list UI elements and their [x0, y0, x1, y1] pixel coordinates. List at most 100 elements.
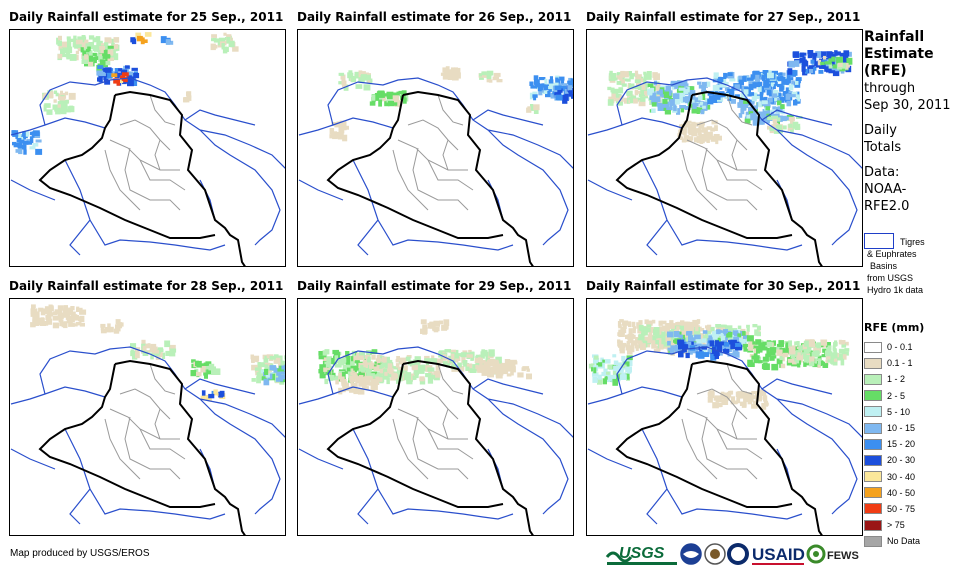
rain-cell: [715, 342, 722, 347]
map-credit: Map produced by USGS/EROS: [10, 548, 150, 559]
rain-cell: [685, 326, 691, 334]
rain-cell: [342, 134, 348, 142]
rain-cell: [838, 348, 846, 354]
rain-cell: [812, 55, 817, 62]
rain-cell: [794, 79, 799, 85]
rain-cell: [411, 363, 418, 370]
rain-cell: [829, 357, 834, 364]
rain-cell: [422, 324, 427, 330]
rain-cell: [353, 388, 359, 395]
legend-label: > 75: [887, 520, 905, 531]
rain-cell: [814, 61, 821, 66]
rain-cell: [628, 321, 632, 328]
rain-cell: [787, 78, 791, 84]
rain-cell: [196, 360, 202, 368]
rain-cell: [345, 358, 351, 365]
rain-cell: [772, 340, 776, 346]
rain-cell: [211, 369, 215, 375]
rain-cell: [212, 37, 217, 41]
rain-cell: [702, 81, 707, 87]
rain-cell: [803, 361, 807, 367]
rain-cell: [378, 97, 384, 102]
rain-cell: [681, 334, 685, 341]
rain-cell: [795, 77, 802, 81]
side-data-source: RFE2.0: [864, 199, 910, 214]
rain-cell: [113, 43, 119, 49]
rain-cell: [719, 332, 724, 336]
rain-cell: [71, 317, 75, 323]
rain-cell: [700, 134, 707, 142]
rain-cell: [63, 321, 68, 325]
rain-cell: [712, 341, 716, 346]
basin-boundary: [298, 77, 573, 256]
rain-cell: [366, 371, 371, 377]
rain-cell: [63, 321, 68, 329]
rain-cell: [338, 370, 345, 375]
rain-cell: [346, 367, 351, 372]
legend-item: 10 - 15: [864, 420, 964, 436]
rain-cell: [104, 67, 112, 73]
rain-cell: [669, 99, 677, 106]
rain-cell: [696, 128, 700, 133]
rain-cell: [770, 82, 774, 87]
rain-cell: [465, 366, 470, 371]
rain-cell: [116, 79, 120, 86]
rainfall-layer: [588, 319, 850, 410]
rain-cell: [104, 79, 111, 85]
rain-cell: [57, 101, 64, 105]
rain-cell: [788, 348, 796, 355]
rain-cell: [825, 350, 831, 357]
rain-cell: [92, 37, 97, 43]
rain-cell: [837, 57, 842, 63]
rainfall-layer: [318, 319, 532, 395]
rain-cell: [614, 97, 620, 102]
rain-cell: [737, 391, 744, 397]
rain-cell: [31, 304, 36, 308]
rain-cell: [487, 370, 494, 378]
rain-cell: [334, 355, 338, 363]
rain-cell: [49, 305, 54, 311]
rain-cell: [150, 347, 157, 353]
rain-cell: [649, 329, 655, 333]
rain-cell: [58, 316, 63, 322]
rain-cell: [92, 52, 97, 57]
rain-cell: [763, 109, 770, 115]
rain-cell: [280, 370, 285, 375]
rain-cell: [803, 59, 807, 65]
rain-cell: [558, 86, 565, 90]
rain-cell: [355, 84, 363, 89]
rain-cell: [772, 117, 777, 124]
rain-cell: [663, 91, 670, 98]
rain-cell: [634, 337, 639, 344]
rain-cell: [634, 89, 639, 96]
rain-cell: [710, 326, 715, 331]
usgs-logo: USGS: [605, 545, 677, 565]
rain-cell: [379, 365, 383, 369]
rain-cell: [723, 342, 730, 347]
rain-cell: [706, 126, 713, 130]
rain-cell: [651, 108, 656, 113]
rain-cell: [534, 83, 541, 88]
rain-cell: [384, 100, 390, 107]
rain-cell: [690, 125, 696, 131]
country-border: [326, 90, 534, 266]
rain-cell: [75, 321, 82, 326]
rain-cell: [564, 89, 570, 96]
rain-cell: [597, 377, 603, 385]
rain-cell: [776, 358, 783, 365]
rain-cell: [621, 342, 627, 347]
rain-cell: [438, 351, 443, 358]
rain-cell: [367, 80, 371, 84]
basin-boundary: [587, 346, 862, 525]
rain-cell: [756, 331, 761, 337]
rain-cell: [425, 373, 432, 378]
usaid-logo: USAID: [727, 543, 805, 565]
rain-cell: [257, 362, 261, 368]
rain-cell: [787, 358, 794, 363]
rain-cell: [760, 118, 767, 122]
rain-cell: [712, 335, 718, 340]
rain-cell: [132, 345, 136, 350]
rain-cell: [68, 41, 72, 48]
rain-cell: [742, 343, 749, 348]
rain-cell: [162, 352, 166, 359]
